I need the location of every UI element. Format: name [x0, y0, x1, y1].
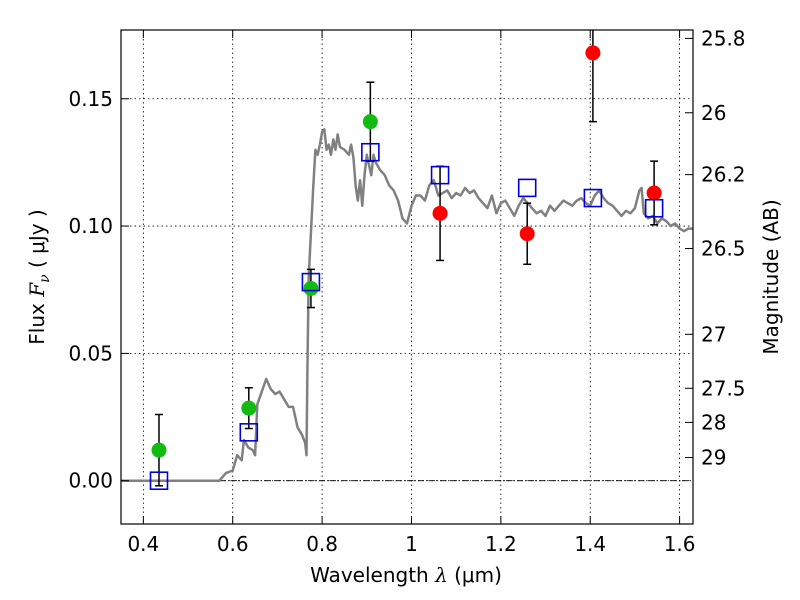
right-tick-label: 25.8 — [701, 26, 746, 50]
axis-ticks: 0.4 0.6 0.8 1 1.2 1.4 1.6 0.00 0.05 0.10 0.15 25.8 2… — [68, 26, 745, 556]
x-tick-label: 1.4 — [574, 532, 606, 556]
model-photometry-square — [644, 198, 664, 218]
green-data-point — [151, 442, 167, 458]
right-tick-label: 26.5 — [701, 236, 746, 260]
x-tick-label: 0.4 — [127, 532, 159, 556]
model-photometry-square — [239, 423, 259, 442]
red-data-point — [432, 205, 448, 221]
right-tick-label: 28 — [701, 410, 726, 434]
y-axis-label: Flux Fν ( μJy ) — [25, 209, 53, 344]
plot-frame — [120, 29, 694, 525]
red-data-point — [519, 226, 535, 242]
y-tick-label: 0.15 — [68, 87, 113, 111]
right-tick-label: 27.5 — [701, 376, 746, 400]
y-tick-label: 0.10 — [68, 214, 113, 238]
x-tick-label: 1 — [405, 532, 418, 556]
model-photometry-square — [361, 142, 380, 162]
x-tick-label: 1.2 — [485, 532, 517, 556]
model-photometry-square — [301, 272, 321, 292]
model-spectrum-line — [121, 128, 693, 482]
model-photometry-square — [149, 471, 169, 491]
green-data-point — [241, 400, 257, 416]
right-tick-label: 26.2 — [701, 163, 746, 187]
red-data-point — [585, 45, 601, 61]
red-data-point — [646, 185, 662, 201]
y-tick-label: 0.00 — [68, 469, 113, 493]
right-axis-label: Magnitude (AB) — [759, 199, 783, 354]
x-tick-label: 0.8 — [306, 532, 338, 556]
model-photometry-square — [430, 165, 450, 185]
model-photometry-square — [583, 188, 603, 208]
y-tick-label: 0.05 — [68, 341, 113, 365]
right-tick-label: 29 — [701, 446, 726, 470]
x-tick-label: 1.6 — [664, 532, 696, 556]
right-tick-label: 26 — [701, 101, 726, 125]
green-data-point — [303, 280, 319, 296]
grid-lines — [121, 30, 693, 524]
model-spectrum — [121, 128, 693, 482]
data-markers — [149, 45, 664, 491]
x-axis-label: Wavelength λ (μm) — [310, 563, 502, 587]
right-tick-label: 27 — [701, 322, 726, 346]
x-tick-label: 0.6 — [217, 532, 249, 556]
model-photometry-square — [517, 178, 537, 198]
green-data-point — [362, 114, 378, 130]
